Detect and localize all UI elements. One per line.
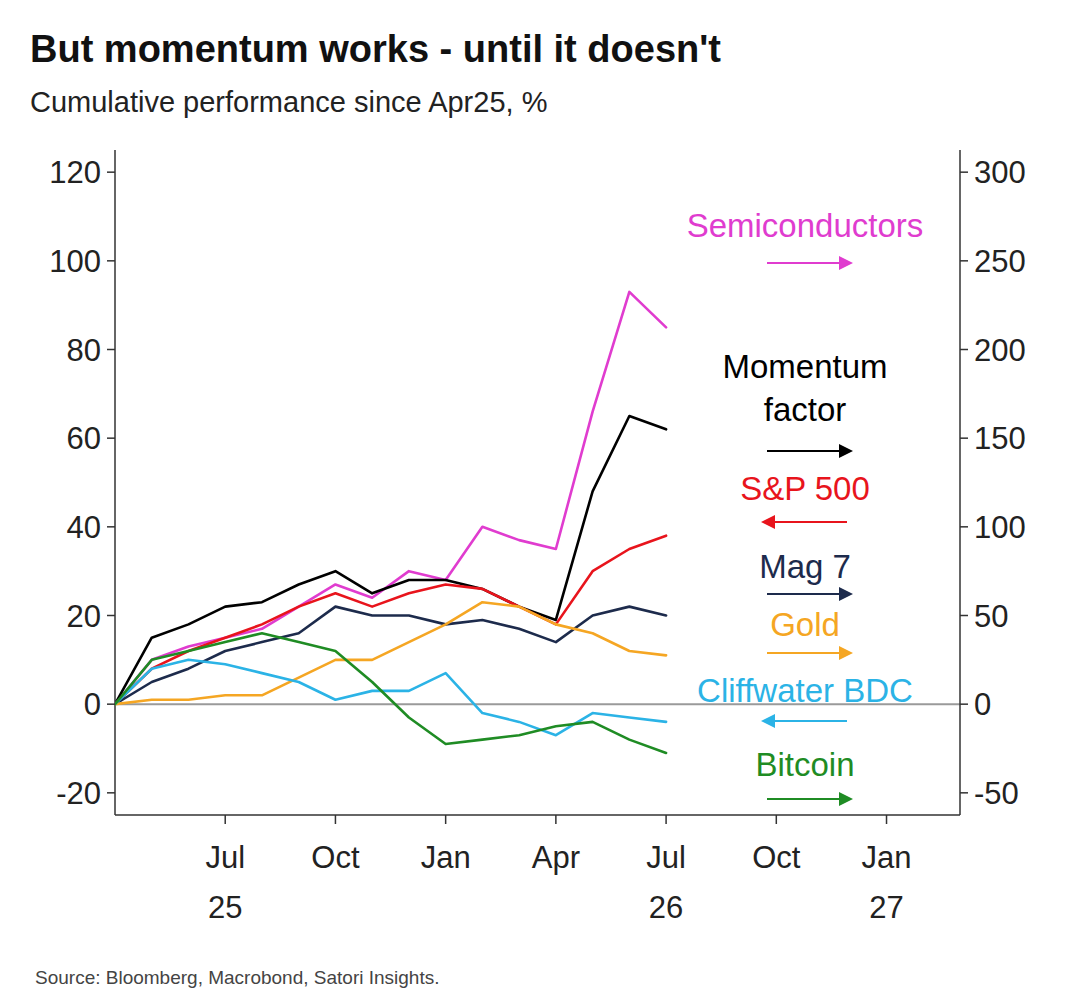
y-tick-label: -20	[56, 776, 101, 811]
y2-tick-label: -50	[974, 776, 1019, 811]
y2-tick-label: 150	[974, 421, 1026, 456]
axis-arrow	[767, 652, 847, 654]
x-tick-label: Oct	[752, 840, 801, 875]
y2-tick-label: 300	[974, 155, 1026, 190]
y-tick-label: 80	[67, 333, 101, 368]
x-tick	[776, 815, 778, 824]
y-tick-label: 120	[49, 155, 101, 190]
y-axis-line	[114, 150, 116, 815]
subtitle: Cumulative performance since Apr25, %	[30, 86, 547, 118]
legend-label: Bitcoin	[755, 746, 854, 783]
legend-label: Cliffwater BDC	[697, 672, 913, 709]
x-tick	[555, 815, 557, 824]
y2-tick	[960, 792, 968, 794]
y-tick	[107, 437, 115, 439]
y2-tick-label: 250	[974, 244, 1026, 279]
plot-area	[115, 292, 666, 753]
x-tick-label: Oct	[311, 840, 360, 875]
y2-tick	[960, 615, 968, 617]
axis-arrow-head	[839, 256, 853, 270]
x-tick	[224, 815, 226, 824]
x-tick-label: Jul26	[646, 840, 686, 925]
source: Source: Bloomberg, Macrobond, Satori Ins…	[35, 967, 439, 988]
chart: But momentum works - until it doesn't Cum…	[0, 0, 1080, 998]
y2-tick	[960, 171, 968, 173]
legend-label: Mag 7	[759, 548, 851, 585]
y2-tick	[960, 526, 968, 528]
y-tick	[107, 526, 115, 528]
x-tick-label: Jul25	[205, 840, 245, 925]
x-axis-line	[115, 814, 960, 816]
y2-tick	[960, 349, 968, 351]
title: But momentum works - until it doesn't	[30, 28, 721, 70]
x-tick	[335, 815, 337, 824]
series-line	[115, 602, 666, 704]
axis-arrow-head	[761, 714, 775, 728]
axis-arrow-head	[839, 587, 853, 601]
axis-arrow-head	[761, 515, 775, 529]
x-tick-label: Jan	[421, 840, 471, 875]
series-line	[115, 633, 666, 753]
y-tick	[107, 792, 115, 794]
axis-arrow	[767, 521, 847, 523]
series-line	[115, 292, 666, 704]
x-tick-label: Apr	[532, 840, 580, 875]
y2-tick	[960, 437, 968, 439]
legend-label: Gold	[770, 606, 840, 643]
axis-arrow	[767, 450, 847, 452]
y2-tick-label: 50	[974, 599, 1008, 634]
y2-axis-line	[959, 150, 961, 815]
legend-label: Semiconductors	[687, 207, 924, 244]
axis-arrow-head	[839, 646, 853, 660]
axis-arrow	[767, 593, 847, 595]
x-tick	[886, 815, 888, 824]
axis-arrow-head	[839, 444, 853, 458]
y2-tick-label: 200	[974, 333, 1026, 368]
legend-label: S&P 500	[740, 470, 870, 507]
x-tick	[665, 815, 667, 824]
y2-tick	[960, 260, 968, 262]
legend-label: Momentumfactor	[722, 348, 887, 428]
y-tick-label: 20	[67, 599, 101, 634]
axis-arrow	[767, 262, 847, 264]
x-tick	[445, 815, 447, 824]
series-line	[115, 607, 666, 705]
y2-tick-label: 100	[974, 510, 1026, 545]
axis-arrow	[767, 720, 847, 722]
y-tick	[107, 349, 115, 351]
y2-tick	[960, 703, 968, 705]
series-line	[115, 536, 666, 704]
y-tick	[107, 703, 115, 705]
axis-arrow-head	[839, 792, 853, 806]
y-tick	[107, 260, 115, 262]
y-tick-label: 100	[49, 244, 101, 279]
x-tick-label: Jan27	[862, 840, 912, 925]
y-tick	[107, 615, 115, 617]
y-tick-label: 0	[84, 687, 101, 722]
y-tick-label: 60	[67, 421, 101, 456]
y-tick	[107, 171, 115, 173]
y-tick-label: 40	[67, 510, 101, 545]
y2-tick-label: 0	[974, 687, 991, 722]
axis-arrow	[767, 798, 847, 800]
